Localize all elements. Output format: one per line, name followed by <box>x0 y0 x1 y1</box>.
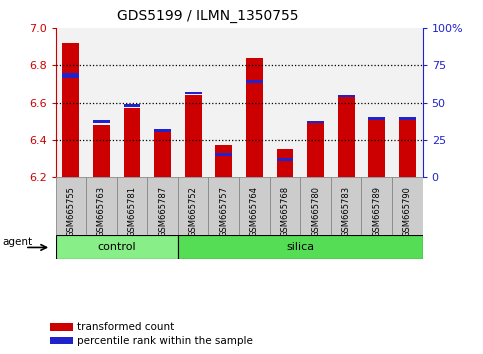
Text: GSM665763: GSM665763 <box>97 186 106 237</box>
Bar <box>185 95 201 177</box>
Bar <box>331 177 361 235</box>
Bar <box>209 28 239 177</box>
Bar <box>277 149 293 177</box>
Bar <box>331 28 361 177</box>
Text: GSM665787: GSM665787 <box>158 186 167 237</box>
Bar <box>56 235 178 259</box>
Bar <box>86 28 117 177</box>
Bar <box>392 28 423 177</box>
Bar <box>246 58 263 177</box>
Bar <box>154 129 171 132</box>
Text: GSM665752: GSM665752 <box>189 186 198 236</box>
Text: transformed count: transformed count <box>77 322 175 332</box>
Text: GSM665783: GSM665783 <box>341 186 351 237</box>
Bar <box>215 153 232 156</box>
Bar <box>361 28 392 177</box>
Text: GSM665780: GSM665780 <box>311 186 320 237</box>
Bar <box>338 97 355 177</box>
Bar <box>215 145 232 177</box>
Bar <box>399 118 416 177</box>
Bar <box>239 177 270 235</box>
Text: control: control <box>98 242 136 252</box>
Bar <box>369 118 385 177</box>
Text: GSM665764: GSM665764 <box>250 186 259 237</box>
Bar <box>154 131 171 177</box>
Text: GSM665790: GSM665790 <box>403 186 412 236</box>
Text: percentile rank within the sample: percentile rank within the sample <box>77 336 254 346</box>
Bar <box>185 91 201 94</box>
Bar <box>178 177 209 235</box>
Bar <box>50 323 72 331</box>
Bar <box>62 73 79 79</box>
Bar <box>117 177 147 235</box>
Bar <box>178 28 209 177</box>
Text: GSM665789: GSM665789 <box>372 186 381 237</box>
Bar <box>369 117 385 120</box>
Bar <box>392 177 423 235</box>
Text: GSM665757: GSM665757 <box>219 186 228 237</box>
Bar <box>93 125 110 177</box>
Bar <box>270 28 300 177</box>
Text: GDS5199 / ILMN_1350755: GDS5199 / ILMN_1350755 <box>117 9 298 23</box>
Bar <box>147 177 178 235</box>
Text: agent: agent <box>3 237 33 247</box>
Bar <box>50 337 72 344</box>
Bar <box>307 121 324 124</box>
Bar <box>246 80 263 83</box>
Bar <box>239 28 270 177</box>
Bar <box>86 177 117 235</box>
Bar <box>56 28 86 177</box>
Bar <box>300 177 331 235</box>
Bar <box>277 159 293 161</box>
Bar <box>270 177 300 235</box>
Bar <box>93 120 110 124</box>
Bar <box>178 235 423 259</box>
Bar <box>338 95 355 97</box>
Bar <box>361 177 392 235</box>
Bar <box>124 104 141 107</box>
Text: GSM665755: GSM665755 <box>66 186 75 236</box>
Bar <box>62 43 79 177</box>
Bar <box>117 28 147 177</box>
Bar <box>307 121 324 177</box>
Bar <box>300 28 331 177</box>
Text: GSM665768: GSM665768 <box>281 186 289 237</box>
Text: silica: silica <box>286 242 314 252</box>
Bar <box>399 117 416 120</box>
Bar <box>147 28 178 177</box>
Bar <box>124 108 141 177</box>
Text: GSM665781: GSM665781 <box>128 186 137 237</box>
Bar <box>209 177 239 235</box>
Bar <box>56 177 86 235</box>
